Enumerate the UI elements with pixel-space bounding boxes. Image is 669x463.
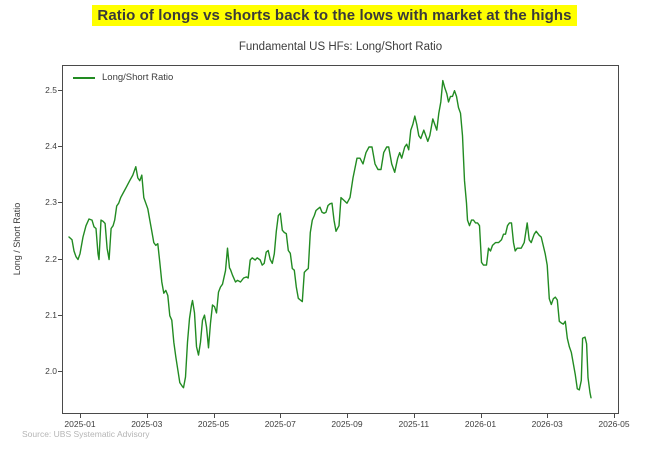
y-tick-label: 2.5 (45, 84, 57, 95)
x-tick-mark (480, 414, 482, 418)
y-tick-mark (58, 89, 62, 91)
headline: Ratio of longs vs shorts back to the low… (0, 5, 669, 26)
x-tick-mark (280, 414, 282, 418)
x-tick-label: 2025-03 (131, 419, 163, 429)
long-short-ratio-line (68, 79, 592, 399)
y-tick-mark (58, 258, 62, 260)
x-tick-label: 2025-09 (331, 419, 363, 429)
x-tick-mark (347, 414, 348, 418)
x-tick-label: 2025-01 (64, 419, 96, 429)
y-tick-mark (58, 370, 62, 372)
legend: Long/Short Ratio (73, 72, 173, 83)
y-axis-label: Long / Short Ratio (12, 202, 22, 276)
y-tick-mark (58, 202, 62, 204)
x-tick-label: 2026-05 (598, 419, 630, 429)
line-chart (68, 79, 592, 399)
y-tick-label: 2.1 (45, 309, 57, 320)
x-tick-mark (213, 414, 215, 418)
legend-line-swatch (73, 76, 95, 79)
y-tick-label: 2.4 (45, 141, 57, 151)
y-tick-label: 2.3 (45, 197, 57, 208)
x-tick-label: 2025-05 (197, 419, 230, 429)
y-tick-mark (58, 314, 62, 316)
y-tick-label: 2.0 (45, 365, 57, 376)
y-tick-label: 2.2 (45, 253, 57, 264)
headline-highlight: Ratio of longs vs shorts back to the low… (92, 5, 577, 26)
x-tick-mark (146, 414, 148, 418)
x-tick-mark (80, 414, 81, 418)
y-tick-mark (58, 146, 62, 147)
x-tick-label: 2026-03 (531, 419, 563, 429)
x-tick-label: 2025-07 (264, 419, 296, 429)
x-tick-label: 2026-01 (464, 419, 497, 429)
source-note: Source: UBS Systematic Advisory (22, 429, 150, 439)
plot-area: Long/Short Ratio (62, 65, 619, 414)
x-tick-label: 2025-11 (398, 419, 430, 429)
x-tick-mark (413, 414, 415, 418)
legend-label: Long/Short Ratio (102, 72, 174, 83)
x-tick-mark (547, 414, 549, 418)
x-tick-mark (614, 414, 615, 418)
chart-title: Fundamental US HFs: Long/Short Ratio (238, 41, 443, 53)
